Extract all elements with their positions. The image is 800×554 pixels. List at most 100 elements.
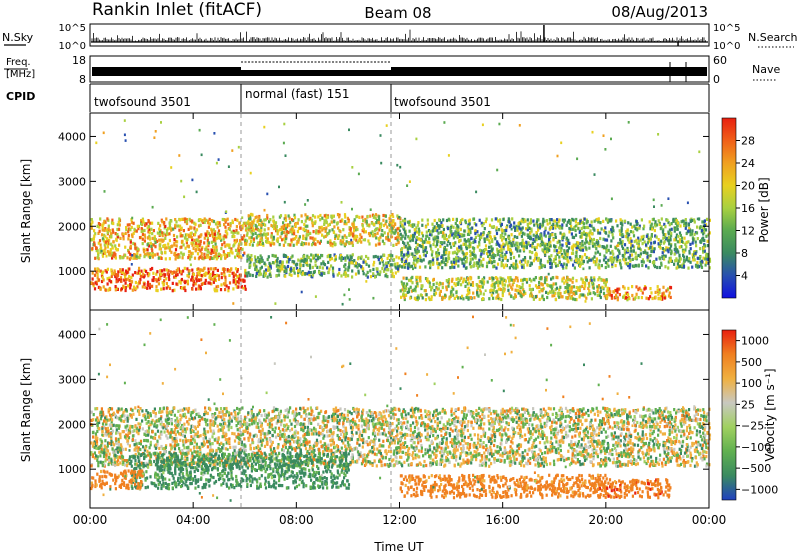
echo-cell [207, 271, 210, 275]
echo-cell [140, 219, 143, 223]
echo-cell [483, 248, 486, 252]
echo-cell [411, 275, 414, 279]
echo-cell [673, 262, 676, 266]
echo-cell [392, 219, 395, 223]
echo-cell [385, 124, 388, 127]
echo-cell [190, 251, 193, 255]
echo-cell [129, 228, 132, 232]
echo-cell [374, 228, 377, 232]
echo-cell [461, 294, 464, 298]
echo-cell [602, 237, 605, 241]
echo-cell [124, 285, 127, 290]
echo-cell [275, 259, 279, 263]
echo-cell [97, 285, 100, 289]
echo-cell [323, 235, 326, 239]
echo-cell [416, 297, 419, 302]
echo-cell [543, 250, 546, 254]
echo-cell [373, 214, 376, 218]
echo-cell [631, 285, 634, 289]
echo-cell [93, 287, 97, 291]
echo-cell [521, 278, 524, 282]
echo-cell [434, 244, 437, 248]
echo-cell [535, 231, 538, 235]
echo-cell [403, 288, 406, 292]
echo-cell [529, 231, 532, 235]
echo-cell [611, 225, 614, 229]
echo-cell [212, 280, 215, 284]
echo-cell [93, 243, 96, 247]
echo-cell [223, 270, 226, 274]
echo-cell [501, 238, 504, 242]
echo-cell [406, 282, 409, 286]
echo-cell [290, 238, 293, 242]
echo-cell [336, 221, 339, 225]
echo-cell [706, 239, 709, 243]
echo-cell [117, 220, 120, 224]
echo-cell [464, 239, 468, 243]
echo-cell [156, 239, 159, 243]
echo-cell [597, 244, 600, 248]
echo-cell [158, 244, 162, 248]
echo-cell [270, 232, 273, 236]
echo-cell [550, 262, 553, 266]
echo-cell [390, 222, 393, 226]
echo-cell [553, 244, 556, 248]
echo-cell [652, 217, 655, 221]
echo-cell [167, 275, 170, 279]
echo-cell [160, 231, 164, 235]
echo-cell [259, 266, 262, 271]
echo-cell [650, 291, 653, 295]
echo-cell [584, 284, 587, 288]
echo-cell [190, 235, 193, 239]
echo-cell [387, 254, 390, 258]
echo-cell [230, 250, 233, 254]
echo-cell [401, 288, 404, 292]
echo-cell [676, 227, 679, 231]
echo-cell [378, 261, 381, 265]
echo-cell [282, 237, 286, 241]
echo-cell [447, 284, 450, 288]
echo-cell [195, 228, 199, 232]
echo-cell [115, 277, 118, 281]
echo-cell [339, 230, 342, 234]
echo-cell [150, 246, 153, 250]
echo-cell [707, 261, 710, 265]
echo-cell [284, 240, 287, 244]
echo-cell [615, 289, 618, 293]
echo-cell [397, 241, 400, 245]
echo-cell [664, 254, 667, 258]
echo-cell [602, 219, 605, 223]
echo-cell [267, 265, 270, 269]
echo-cell [490, 254, 493, 258]
echo-cell [581, 261, 584, 265]
echo-cell [438, 293, 441, 297]
echo-cell [690, 218, 694, 223]
echo-cell [691, 236, 694, 240]
echo-cell [323, 222, 326, 226]
echo-cell [263, 232, 266, 236]
echo-cell [545, 219, 549, 223]
echo-cell [409, 239, 412, 243]
echo-cell [650, 249, 653, 254]
echo-cell [539, 258, 542, 262]
echo-cell [436, 224, 440, 228]
echo-cell [621, 253, 624, 258]
echo-cell [616, 296, 619, 300]
echo-cell [104, 269, 107, 273]
echo-cell [293, 213, 296, 217]
echo-cell [567, 290, 570, 294]
echo-cell [307, 270, 310, 274]
echo-cell [162, 231, 165, 235]
echo-cell [441, 285, 444, 290]
echo-cell [460, 283, 463, 287]
echo-cell [491, 238, 494, 242]
echo-cell [579, 285, 582, 289]
echo-cell [454, 234, 458, 238]
echo-cell [119, 268, 122, 272]
nsky-label: N.Sky [2, 31, 34, 44]
echo-cell [369, 208, 372, 211]
echo-cell [580, 226, 583, 231]
echo-cell [272, 254, 276, 258]
echo-cell [496, 247, 499, 251]
echo-cell [424, 225, 427, 229]
